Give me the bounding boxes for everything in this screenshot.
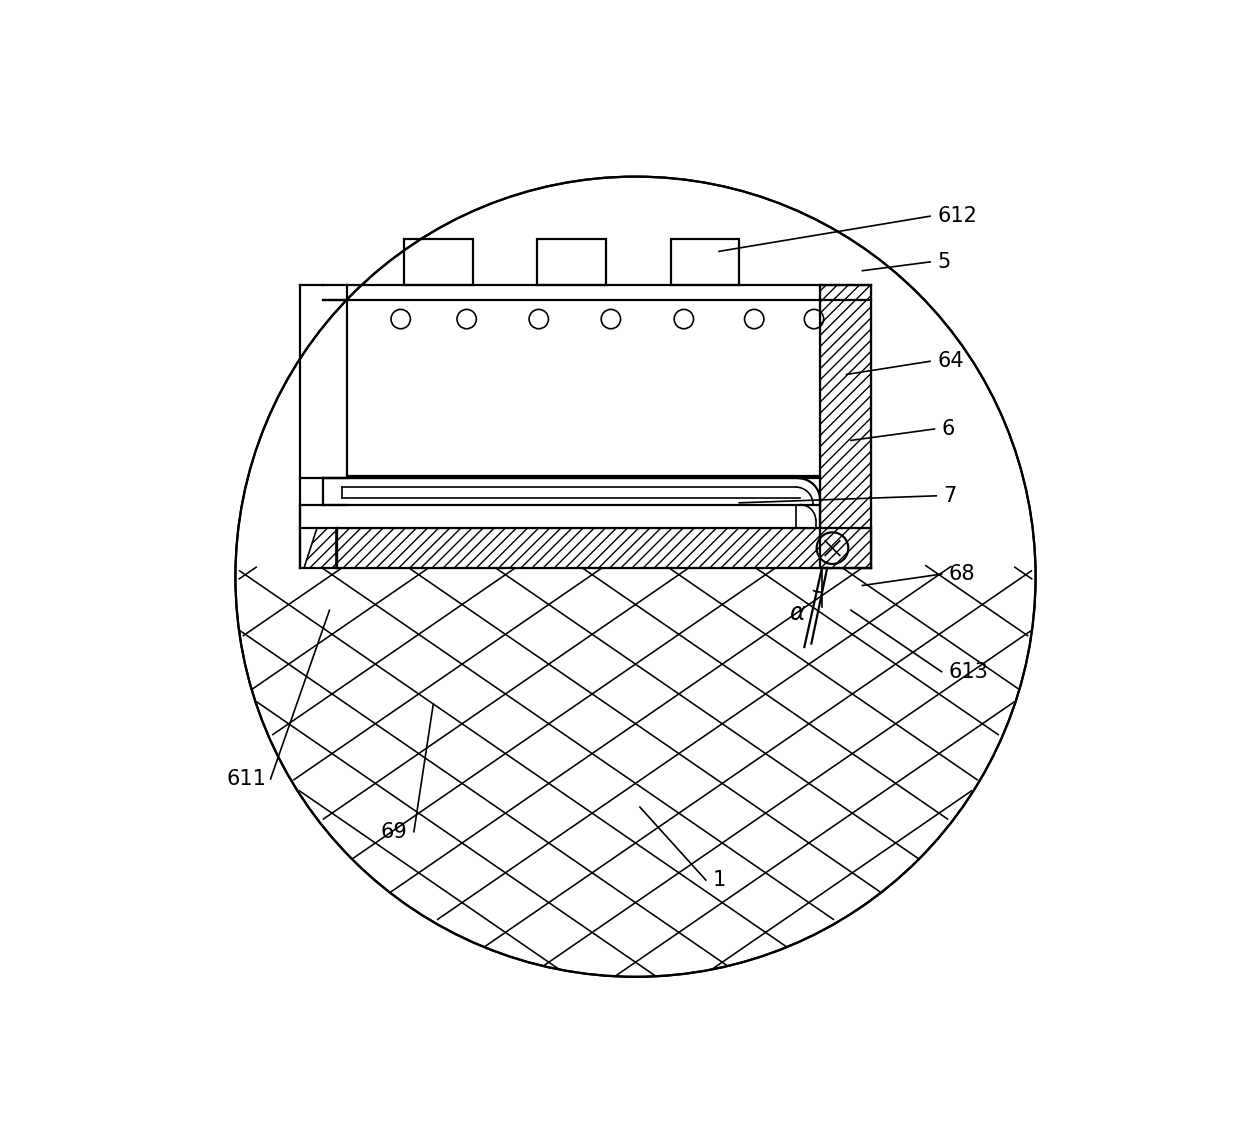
- Bar: [404, 239, 472, 284]
- Text: 6: 6: [941, 419, 955, 439]
- Bar: [820, 284, 872, 568]
- Text: 612: 612: [937, 207, 977, 226]
- Bar: [537, 239, 605, 284]
- Text: $\alpha$: $\alpha$: [789, 602, 806, 625]
- Circle shape: [236, 177, 1035, 976]
- Text: 613: 613: [949, 661, 988, 682]
- Text: 68: 68: [949, 564, 975, 584]
- Polygon shape: [304, 529, 336, 568]
- Text: 611: 611: [227, 769, 267, 789]
- Text: 7: 7: [944, 485, 956, 506]
- Bar: [671, 239, 739, 284]
- Bar: [336, 529, 872, 568]
- Text: 69: 69: [381, 822, 407, 842]
- Text: 64: 64: [937, 352, 963, 371]
- Text: 1: 1: [713, 870, 727, 890]
- Text: 5: 5: [937, 252, 950, 272]
